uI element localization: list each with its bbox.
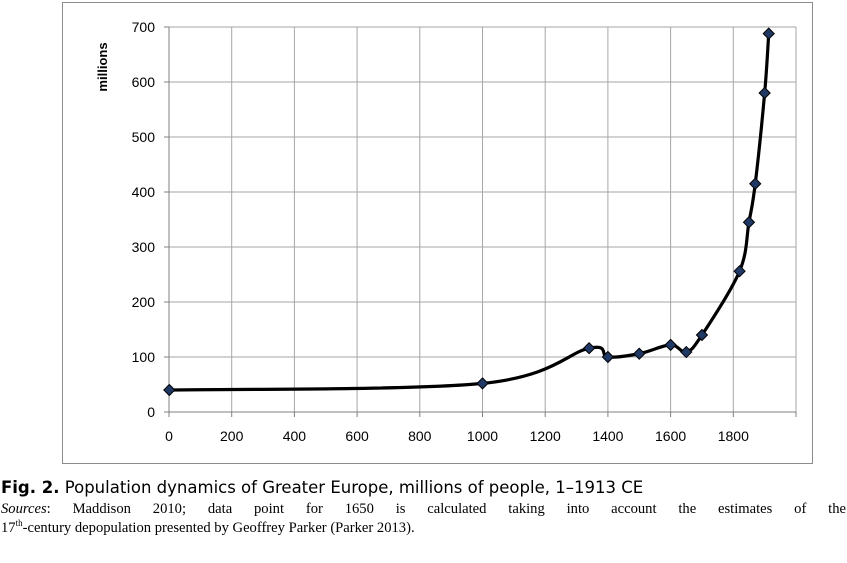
x-tick-label: 600	[345, 428, 369, 444]
data-point-marker	[163, 383, 176, 397]
data-point-marker	[582, 341, 596, 355]
x-tick-labels: 0 200 400 600 800 1000 1200 1400 1600 1800	[165, 428, 749, 444]
y-tick-label: 600	[132, 74, 156, 90]
data-point-marker	[664, 338, 677, 352]
y-axis-label: millions	[95, 42, 110, 91]
y-tick-label: 200	[132, 294, 156, 310]
y-tick-label: 500	[132, 129, 156, 145]
data-point-marker	[749, 177, 762, 190]
x-tick-label: 0	[165, 428, 173, 444]
sources-text-2-pre: 17	[1, 520, 16, 536]
data-point-marker	[695, 328, 709, 342]
figure-title: Fig. 2. Population dynamics of Greater E…	[1, 478, 846, 497]
sources-text-1: : Maddison 2010; data point for 1650 is …	[46, 501, 846, 517]
y-tick-label: 0	[147, 404, 155, 420]
y-tick-labels: 0 100 200 300 400 500 600 700	[132, 19, 156, 420]
series-line	[167, 32, 771, 392]
sources-text-2-sup: th	[15, 518, 23, 529]
x-tick-label: 1000	[467, 428, 498, 444]
x-tick-label: 800	[408, 428, 432, 444]
population-series-line	[167, 32, 771, 392]
data-point-marker	[633, 347, 646, 360]
data-point-marker	[680, 345, 693, 359]
y-tick-label: 300	[132, 239, 156, 255]
x-tick-label: 1600	[655, 428, 686, 444]
sources-text-2-post: -century depopulation presented by Geoff…	[22, 520, 415, 536]
x-tick-label: 1800	[718, 428, 749, 444]
chart-frame: 0 100 200 300 400 500 600 700 0 200 400 600 800 1000…	[62, 2, 813, 464]
data-point-marker	[758, 86, 771, 100]
figure-description: Population dynamics of Greater Europe, m…	[64, 478, 644, 497]
sources-line-2: 17th-century depopulation presented by G…	[1, 519, 846, 538]
sources-line-1: Sources: Maddison 2010; data point for 1…	[1, 500, 846, 519]
figure-caption: Fig. 2. Population dynamics of Greater E…	[1, 478, 846, 538]
x-tick-label: 1400	[592, 428, 623, 444]
data-point-marker	[742, 216, 756, 229]
x-tick-label: 1200	[530, 428, 561, 444]
y-tick-label: 100	[132, 349, 156, 365]
sources-label: Sources	[1, 501, 47, 517]
data-point-marker	[762, 27, 775, 40]
data-point-marker	[476, 377, 489, 390]
x-tick-label: 200	[220, 428, 244, 444]
population-line-chart: 0 100 200 300 400 500 600 700 0 200 400 600 800 1000…	[95, 19, 797, 444]
grid	[168, 26, 797, 412]
axes	[164, 26, 797, 417]
y-tick-label: 400	[132, 184, 156, 200]
data-point-marker	[733, 264, 746, 278]
data-point-marker	[601, 350, 615, 364]
data-markers	[163, 27, 775, 397]
x-tick-label: 400	[283, 428, 307, 444]
y-tick-label: 700	[132, 19, 156, 35]
figure-number: Fig. 2.	[1, 478, 60, 497]
